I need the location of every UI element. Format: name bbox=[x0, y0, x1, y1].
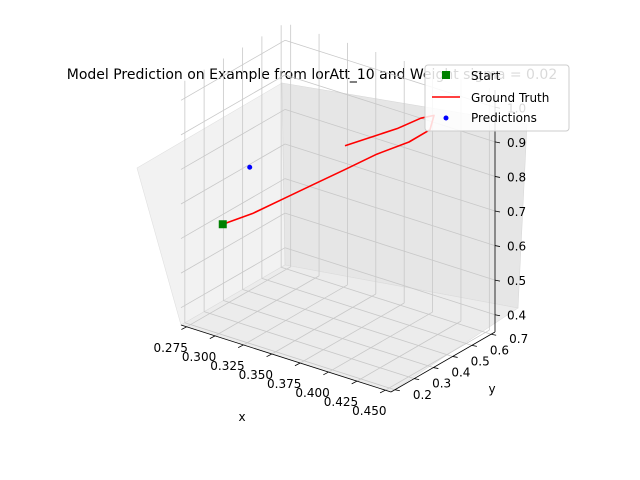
y-tick-mark bbox=[471, 344, 477, 347]
y-tick-mark bbox=[394, 389, 400, 392]
x-grid-floor bbox=[328, 311, 433, 373]
x-grid-floor bbox=[243, 284, 348, 346]
y-grid-floor bbox=[184, 322, 395, 391]
x-tick-label: 0.325 bbox=[210, 359, 244, 373]
x-tick-label: 0.425 bbox=[324, 395, 358, 409]
z-tick-mark bbox=[494, 141, 501, 144]
y-tick-label: 0.7 bbox=[509, 332, 528, 346]
z-grid-side bbox=[180, 212, 286, 274]
x-axis-line bbox=[180, 324, 392, 393]
z-tick-label: 0.7 bbox=[507, 205, 526, 219]
legend-frame bbox=[424, 64, 570, 132]
z-tick-mark bbox=[494, 279, 501, 282]
z-grid-side bbox=[180, 178, 286, 239]
y-axis-line bbox=[390, 331, 496, 393]
x-grid-floor bbox=[271, 293, 377, 355]
legend-predictions-marker bbox=[443, 115, 449, 121]
x-grid-floor bbox=[356, 320, 462, 382]
z-tick-label: 0.4 bbox=[507, 309, 526, 323]
prediction-point bbox=[247, 164, 253, 170]
y-tick-label: 0.4 bbox=[451, 366, 470, 380]
x-tick-label: 0.300 bbox=[182, 350, 216, 364]
x-tick-mark bbox=[379, 389, 386, 394]
z-grid-side bbox=[180, 143, 286, 205]
x-tick-mark bbox=[266, 353, 272, 358]
y-ticks: 0.20.30.40.50.60.7 bbox=[394, 332, 528, 402]
y-grid-floor bbox=[281, 266, 492, 335]
x-grid-floor bbox=[186, 266, 291, 328]
legend: Start Ground Truth Predictions bbox=[424, 64, 570, 132]
z-tick-label: 0.9 bbox=[507, 136, 526, 150]
legend-start-label: Start bbox=[471, 69, 501, 83]
z-grid-back bbox=[284, 143, 496, 212]
z-grid-side bbox=[180, 74, 286, 136]
y-tick-mark bbox=[491, 333, 497, 336]
x-grid-floor bbox=[385, 329, 490, 391]
x-tick-label: 0.275 bbox=[153, 341, 187, 355]
x-grid-floor bbox=[214, 275, 320, 337]
legend-ground-truth-label: Ground Truth bbox=[471, 91, 549, 105]
y-grid-floor bbox=[261, 277, 473, 346]
y-tick-mark bbox=[414, 378, 420, 381]
z-tick-mark bbox=[494, 314, 501, 317]
x-tick-label: 0.375 bbox=[267, 377, 301, 391]
z-grid-back bbox=[284, 247, 496, 316]
legend-predictions-label: Predictions bbox=[471, 111, 537, 125]
z-tick-label: 0.8 bbox=[507, 170, 526, 184]
z-tick-mark bbox=[494, 210, 501, 213]
x-tick-mark bbox=[209, 335, 216, 339]
x-tick-mark bbox=[238, 344, 244, 348]
series bbox=[218, 114, 435, 229]
z-grid-side bbox=[180, 39, 286, 101]
y-tick-label: 0.2 bbox=[413, 388, 432, 402]
ground-truth-line bbox=[222, 114, 435, 225]
z-tick-mark bbox=[494, 245, 501, 247]
z-grid-side bbox=[180, 247, 286, 309]
y-tick-label: 0.5 bbox=[471, 354, 490, 368]
z-grid-side bbox=[180, 109, 286, 170]
x-tick-label: 0.400 bbox=[295, 386, 329, 400]
z-tick-mark bbox=[494, 176, 501, 178]
y-axis-label: y bbox=[488, 382, 495, 396]
x-tick-mark bbox=[294, 362, 301, 367]
y-grid-floor bbox=[203, 311, 415, 380]
z-grid-back bbox=[284, 212, 496, 281]
x-axis-label: x bbox=[238, 410, 245, 424]
y-tick-mark bbox=[433, 367, 439, 369]
y-grid-floor bbox=[223, 300, 434, 368]
x-tick-mark bbox=[181, 326, 187, 330]
x-tick-mark bbox=[323, 371, 329, 376]
y-grid-floor bbox=[242, 289, 453, 357]
x-tick-mark bbox=[351, 380, 358, 385]
y-tick-mark bbox=[452, 356, 458, 358]
start-marker bbox=[218, 220, 227, 229]
legend-start-marker bbox=[442, 71, 450, 79]
x-tick-label: 0.450 bbox=[352, 404, 386, 418]
y-tick-label: 0.3 bbox=[432, 377, 451, 391]
z-grid-back bbox=[284, 109, 496, 177]
z-grid-back bbox=[284, 178, 496, 246]
z-tick-label: 0.5 bbox=[507, 274, 526, 288]
z-tick-label: 0.6 bbox=[507, 240, 526, 254]
x-grid-floor bbox=[299, 302, 405, 364]
y-tick-label: 0.6 bbox=[490, 343, 509, 357]
x-tick-label: 0.350 bbox=[239, 368, 273, 382]
